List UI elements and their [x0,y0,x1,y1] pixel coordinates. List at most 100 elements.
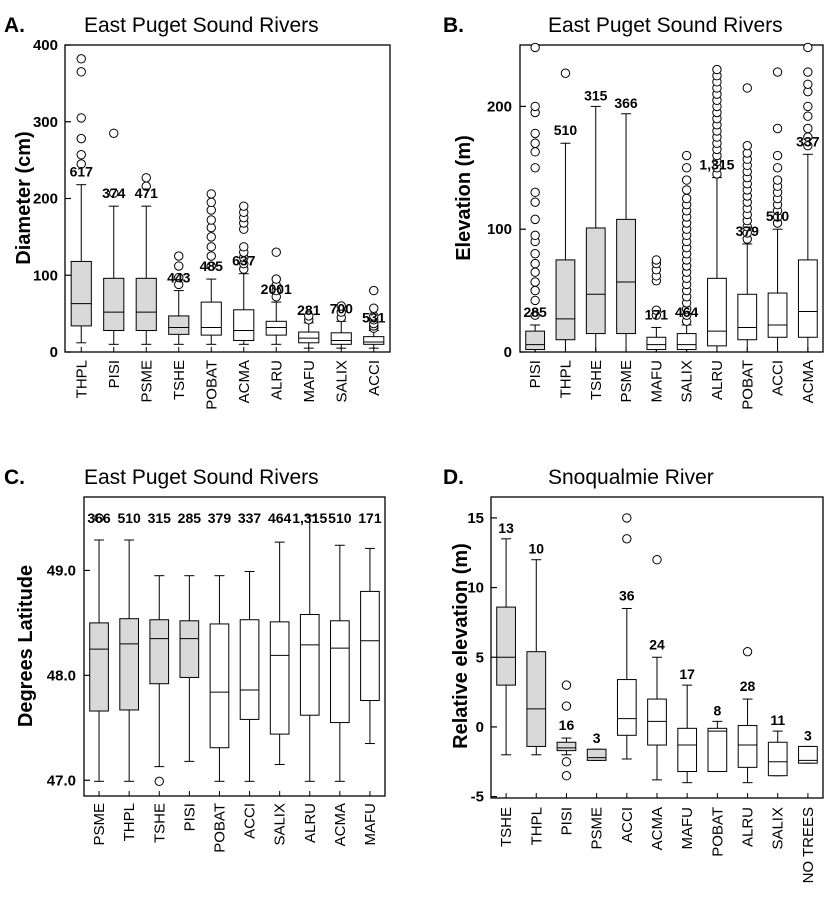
count-label: 510 [554,122,578,138]
box-salix: 464 SALIX [675,150,699,403]
y-tick-label: 15 [467,510,484,527]
outlier-point [76,159,86,169]
y-tick-label: 5 [476,649,484,666]
outlier-point [772,175,783,185]
box-tshe: 13 TSHE [496,520,516,847]
count-label: 285 [523,304,547,320]
outlier-point [76,67,86,77]
outlier-point [206,205,216,215]
count-label: 366 [87,510,111,526]
box-pisi: 285 PISI [523,42,547,388]
outlier-point [206,232,216,242]
outlier-point [206,261,216,271]
count-label: 1,315 [292,510,327,526]
x-tick-label: THPL [121,803,138,841]
outlier-point [560,68,571,78]
x-tick-label: PSME [618,360,635,403]
panel-letter: A. [4,14,25,37]
y-axis-label: Relative elevation (m) [450,543,472,749]
box-psme: 366 PSME [87,510,111,846]
outlier-point [530,101,540,112]
iqr-box [119,618,139,711]
y-axis-label: Degrees Latitude [15,565,37,727]
box-tshe: 443 TSHE [167,251,191,400]
count-label: 700 [330,300,354,316]
x-tick-label: SALIX [272,803,289,846]
outlier-point [530,138,540,148]
outlier-point [530,187,540,198]
outlier-point [109,128,119,138]
outlier-point [271,247,281,257]
box-acma: 637 ACMA [232,201,256,403]
x-tick-label: TSHE [171,360,188,400]
outlier-point [803,67,813,77]
x-tick-label: PISI [181,803,198,831]
iqr-box [707,277,727,347]
box-acma: 24 ACMA [647,555,667,850]
x-tick-label: ALRU [709,360,726,400]
panel-title: East Puget Sound Rivers [548,14,783,37]
count-label: 8 [713,702,721,718]
count-label: 17 [679,666,695,682]
iqr-box [363,336,385,345]
iqr-box [737,293,758,341]
outlier-point [271,274,281,284]
outlier-point [76,113,86,123]
x-tick-label: PSME [91,803,108,846]
iqr-box [767,741,788,777]
y-tick-label: 300 [33,114,58,131]
outlier-point [681,150,692,161]
x-tick-label: PSME [589,807,606,850]
box-psme: 471 PSME [135,173,158,403]
box-salix: 700 SALIX [330,300,354,402]
outlier-point [530,42,540,53]
outlier-point [742,83,752,93]
iqr-box [707,727,728,773]
iqr-box [496,606,516,686]
outlier-point [803,111,813,121]
iqr-box [677,727,698,773]
x-tick-label: ACMA [236,360,253,403]
y-tick-label: 0 [50,344,58,361]
count-label: 28 [740,678,756,694]
count-label: 11 [770,712,785,728]
iqr-box [556,741,577,752]
box-acma: 510 ACMA [328,510,352,846]
x-tick-label: ACCI [619,807,636,843]
x-tick-label: NO TREES [800,807,817,883]
iqr-box [737,725,758,768]
y-tick-label: 400 [33,37,58,54]
box-pisi: 16 PISI [556,680,577,835]
iqr-box [798,745,818,764]
count-label: 379 [736,223,760,239]
count-label: 366 [614,95,638,111]
count-label: 510 [328,510,352,526]
iqr-box [200,301,222,336]
iqr-box [586,748,607,761]
box-psme: 366 PSME [614,95,638,403]
count-label: 379 [208,510,232,526]
outlier-point [369,285,379,296]
box-acci: 337 ACCI [238,510,262,839]
iqr-box [767,292,788,338]
iqr-box [103,277,125,332]
plot-frame [83,496,386,797]
box-mafu: 17 MAFU [677,666,698,850]
count-label: 315 [148,510,172,526]
x-tick-label: ALRU [302,803,319,843]
outlier-point [76,133,86,144]
count-label: 464 [675,304,699,320]
iqr-box [89,622,109,712]
x-tick-label: ACCI [770,360,787,396]
box-acma: 337 ACMA [796,42,820,403]
iqr-box [647,698,667,746]
x-tick-label: THPL [557,360,574,398]
outlier-point [239,242,249,252]
outlier-point [530,147,540,157]
panel-title: Snoqualmie River [548,466,714,489]
box-psme: 3 PSME [586,730,607,850]
outlier-point [530,258,540,269]
x-tick-label: PSME [138,360,155,403]
iqr-box [526,651,547,747]
outlier-point [652,555,662,565]
